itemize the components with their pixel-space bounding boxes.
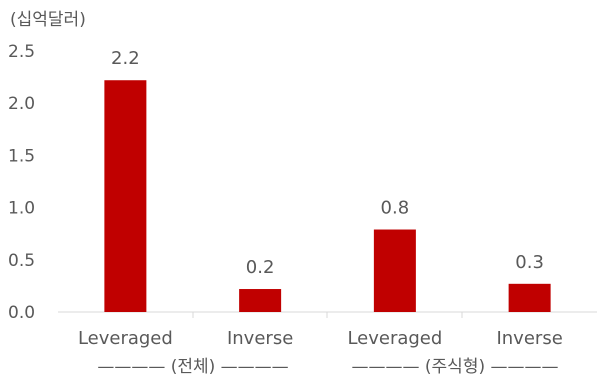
bar-0	[104, 80, 147, 313]
y-tick-label: 2.5	[8, 42, 35, 62]
y-axis: 0.0 0.5 1.0 1.5 2.0 2.5	[8, 42, 35, 323]
unit-label: (십억달러)	[10, 10, 86, 30]
data-label-0: 2.2	[111, 48, 140, 69]
category-label-0: Leveraged	[78, 328, 173, 349]
group-label-equity: ———— (주식형) ————	[352, 357, 559, 376]
y-tick-label: 2.0	[8, 94, 35, 114]
bar-2	[373, 229, 416, 312]
y-tick-label: 0.5	[8, 251, 35, 271]
data-label-1: 0.2	[246, 257, 275, 278]
bar-1	[239, 289, 282, 312]
data-label-2: 0.8	[381, 198, 410, 219]
y-tick-label: 0.0	[8, 303, 35, 323]
category-label-1: Inverse	[227, 328, 293, 349]
bar-series: 2.2 0.2 0.8 0.3	[104, 48, 551, 313]
bar-3	[508, 283, 551, 312]
group-label-total: ———— (전체) ————	[97, 357, 288, 376]
category-label-2: Leveraged	[347, 328, 442, 349]
y-tick-label: 1.0	[8, 199, 35, 219]
x-axis-labels: Leveraged Inverse Leveraged Inverse	[78, 328, 563, 349]
data-label-3: 0.3	[515, 252, 544, 273]
y-tick-label: 1.5	[8, 146, 35, 166]
category-label-3: Inverse	[496, 328, 562, 349]
